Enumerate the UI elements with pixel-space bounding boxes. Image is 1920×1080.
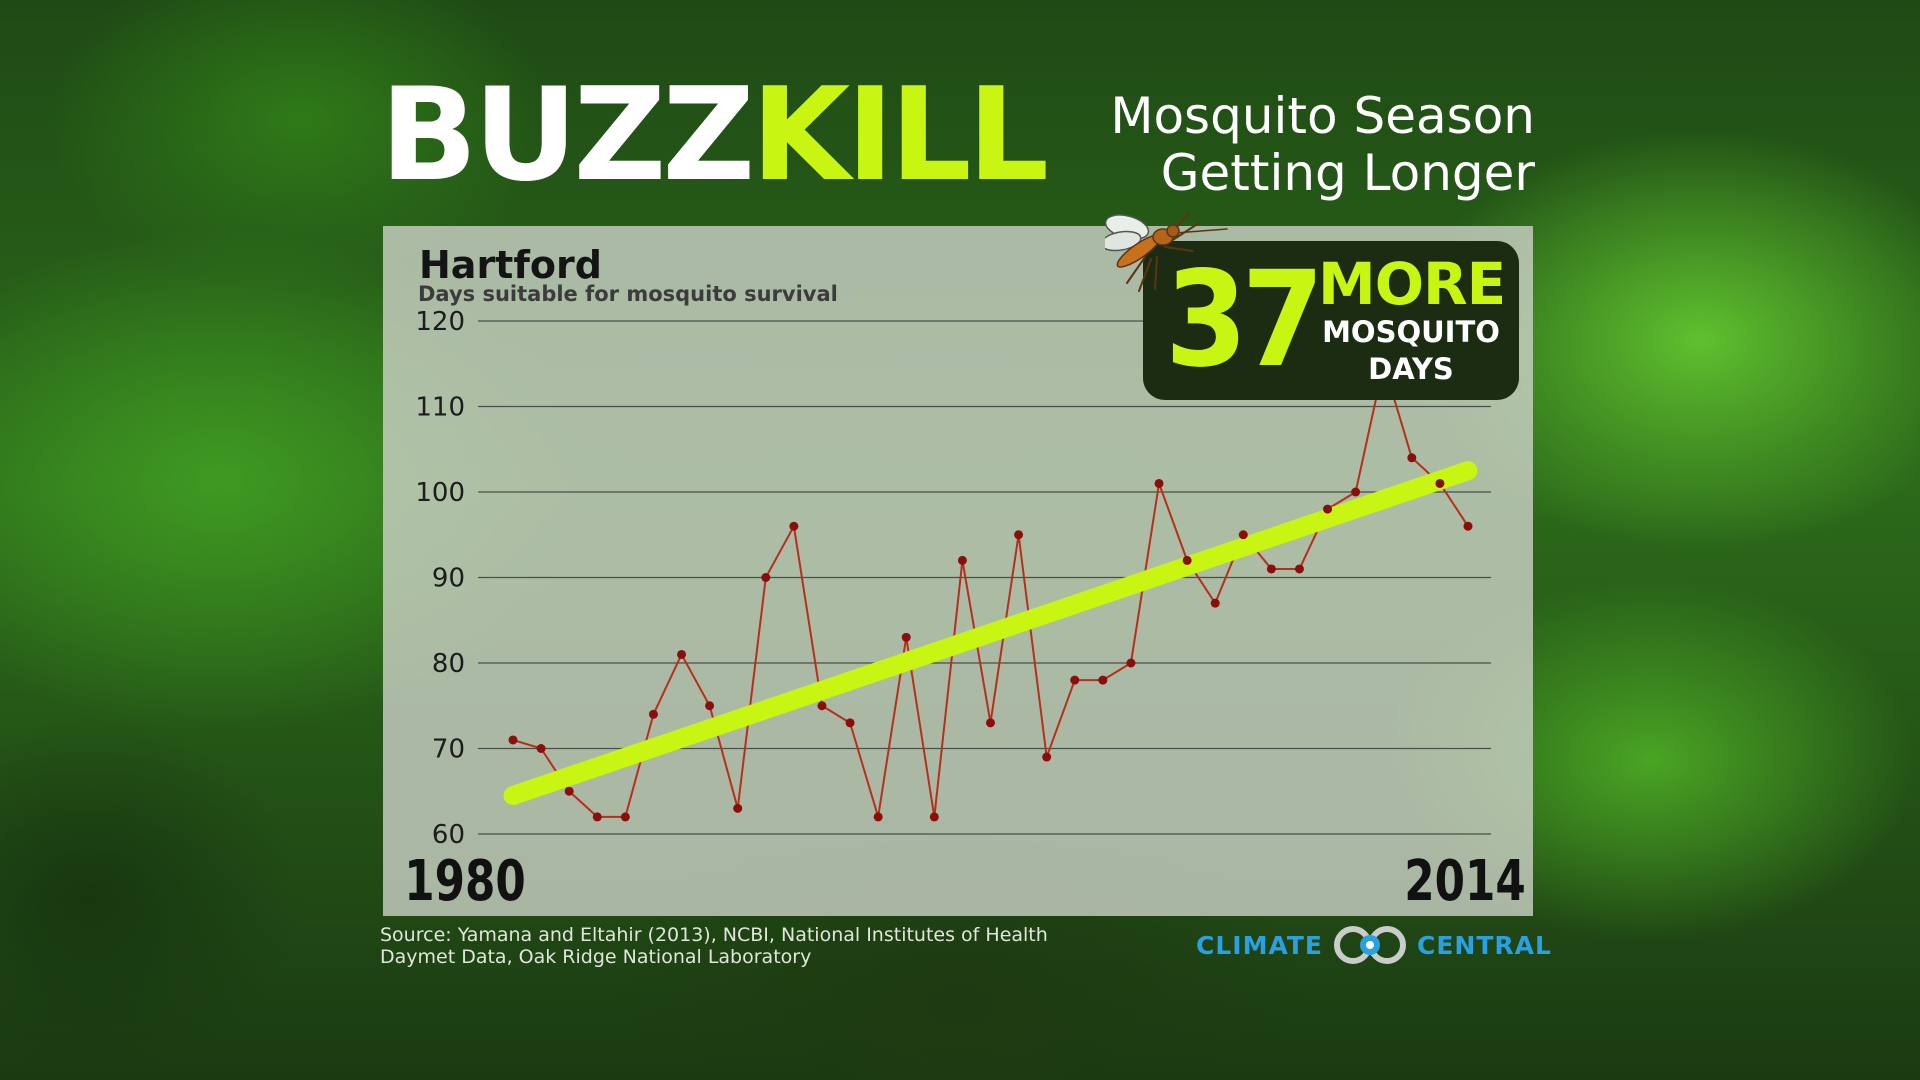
y-tick-label: 100: [415, 478, 465, 508]
data-point: [1126, 658, 1136, 668]
data-point: [733, 803, 743, 813]
y-tick-label: 110: [415, 393, 465, 423]
callout-number: 37: [1165, 243, 1324, 397]
climate-central-logo: CLIMATE CENTRAL: [1196, 924, 1552, 966]
data-point: [508, 735, 518, 745]
headline-word-buzz: BUZZ: [380, 61, 755, 210]
data-point: [1351, 487, 1361, 497]
line-chart: Hartford Days suitable for mosquito surv…: [404, 243, 1526, 914]
callout-box: 37 MORE MOSQUITO DAYS: [1143, 241, 1519, 400]
headline: BUZZKILL: [380, 72, 1049, 200]
y-tick-label: 90: [432, 564, 465, 594]
data-point: [1266, 564, 1276, 574]
data-point: [1294, 564, 1304, 574]
data-point: [592, 812, 602, 822]
data-point: [1463, 521, 1473, 531]
callout-more-label: MORE: [1318, 250, 1506, 318]
data-point: [1014, 530, 1024, 540]
data-point: [1154, 478, 1164, 488]
y-tick-label: 120: [415, 307, 465, 337]
subtitle-line-1: Mosquito Season: [1110, 87, 1535, 145]
callout-mosquito-label: MOSQUITO: [1322, 315, 1500, 349]
y-tick-label: 60: [432, 820, 465, 850]
logo-word-central: CENTRAL: [1417, 930, 1552, 960]
data-point: [1182, 555, 1192, 565]
data-point: [536, 744, 546, 753]
data-point: [957, 555, 967, 565]
data-point: [761, 573, 771, 582]
data-point: [1098, 675, 1108, 685]
data-point: [677, 649, 687, 659]
headline-word-kill: KILL: [751, 61, 1049, 210]
data-point: [901, 632, 911, 642]
logo-word-climate: CLIMATE: [1196, 930, 1323, 960]
data-point: [845, 718, 855, 728]
data-point: [1042, 752, 1052, 762]
data-point: [1323, 504, 1333, 514]
data-point: [1407, 453, 1417, 463]
chart-title: Hartford: [419, 243, 602, 287]
data-point: [1210, 598, 1220, 608]
data-point: [1435, 478, 1445, 488]
x-axis-label-end: 2014: [1404, 848, 1526, 914]
source-line-2: Daymet Data, Oak Ridge National Laborato…: [380, 946, 812, 968]
data-point: [1238, 530, 1248, 540]
source-note: Source: Yamana and Eltahir (2013), NCBI,…: [380, 924, 1048, 968]
subtitle-line-2: Getting Longer: [1160, 144, 1535, 202]
trend-line: [503, 461, 1478, 806]
callout-days-label: DAYS: [1368, 352, 1454, 386]
chart-subtitle: Days suitable for mosquito survival: [418, 282, 838, 306]
y-tick-label: 80: [432, 649, 465, 679]
data-point: [564, 786, 574, 796]
data-point: [789, 521, 799, 531]
data-point: [648, 709, 658, 719]
source-line-1: Source: Yamana and Eltahir (2013), NCBI,…: [380, 924, 1048, 946]
y-tick-label: 70: [432, 735, 465, 765]
data-point: [873, 812, 883, 822]
x-axis-label-start: 1980: [404, 848, 526, 914]
data-point: [817, 701, 827, 711]
data-point: [705, 701, 715, 711]
mosquito-icon: [1105, 212, 1228, 292]
data-point: [1070, 675, 1080, 685]
logo-rings-icon: [1334, 926, 1406, 964]
data-point: [986, 718, 995, 728]
data-point: [929, 812, 939, 822]
data-point: [620, 812, 630, 822]
